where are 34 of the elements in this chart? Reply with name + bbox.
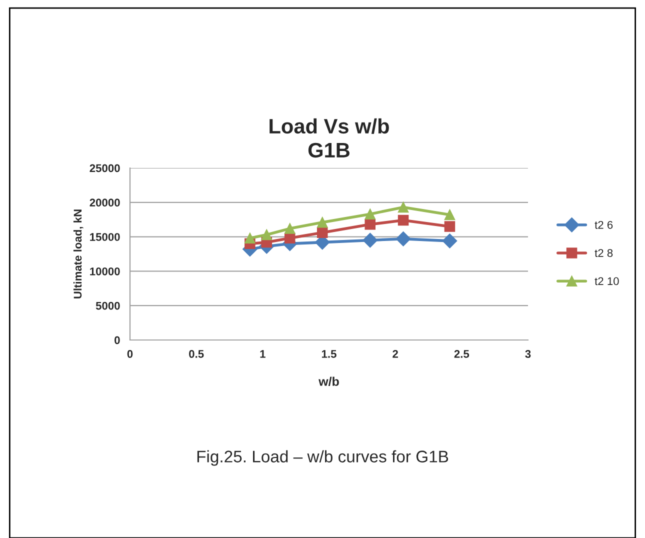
point bbox=[316, 216, 328, 228]
legend-label: t2 10 bbox=[594, 277, 619, 286]
y-axis-title: Ultimate load, kN bbox=[73, 210, 84, 298]
point bbox=[364, 208, 376, 220]
point bbox=[261, 229, 272, 240]
x-tick-label: 2.5 bbox=[454, 350, 470, 358]
point bbox=[284, 223, 296, 234]
x-axis-title: w/b bbox=[318, 376, 339, 386]
point bbox=[316, 227, 328, 238]
x-tick-label: 0.5 bbox=[189, 350, 204, 358]
y-tick-label: 25000 bbox=[90, 164, 120, 172]
point bbox=[442, 234, 458, 248]
point bbox=[398, 202, 409, 213]
point bbox=[396, 231, 411, 246]
point bbox=[244, 232, 256, 244]
legend-label: t2 6 bbox=[594, 220, 613, 229]
caption: Fig.25. Load – w/b curves for G1B bbox=[197, 450, 448, 466]
y-tick-label: 0 bbox=[114, 336, 120, 344]
chart-title: Load Vs w/b G1B bbox=[270, 118, 389, 158]
point bbox=[364, 219, 376, 230]
y-tick-label: 20000 bbox=[90, 198, 120, 207]
point bbox=[362, 232, 378, 248]
point bbox=[398, 214, 409, 226]
point bbox=[444, 209, 456, 220]
x-tick-label: 0 bbox=[127, 350, 133, 358]
y-tick-label: 15000 bbox=[90, 233, 120, 241]
x-tick-label: 2 bbox=[392, 350, 398, 358]
legend-label: t2 8 bbox=[594, 249, 613, 257]
x-tick-label: 1.5 bbox=[322, 350, 336, 358]
point bbox=[444, 221, 456, 232]
y-tick-label: 5000 bbox=[96, 302, 120, 310]
x-tick-label: 3 bbox=[525, 350, 531, 358]
x-tick-label: 1 bbox=[260, 350, 266, 358]
y-tick-label: 10000 bbox=[90, 267, 120, 276]
